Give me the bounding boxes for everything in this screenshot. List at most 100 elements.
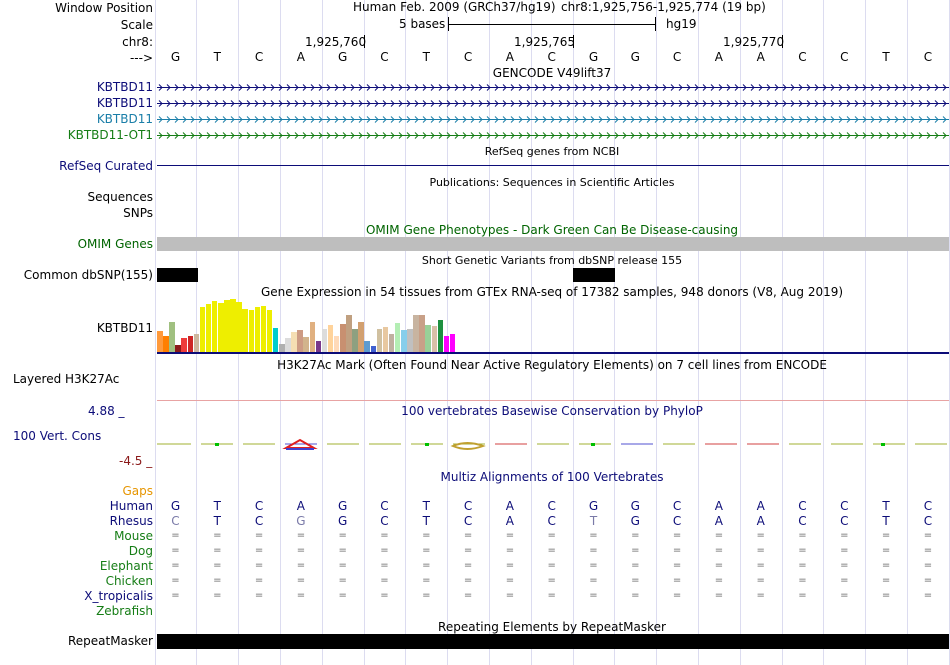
gtex-tissue-bar[interactable] xyxy=(211,301,218,352)
gtex-tissue-bar[interactable] xyxy=(388,334,395,352)
gtex-tissue-bar[interactable] xyxy=(199,307,206,352)
alignment-match: = xyxy=(171,560,180,571)
gtex-tissue-bar[interactable] xyxy=(394,323,401,352)
gtex-tissue-bar[interactable] xyxy=(321,329,328,352)
gtex-tissue-bar[interactable] xyxy=(443,336,450,352)
gtex-tissue-bar[interactable] xyxy=(254,307,261,352)
gtex-tissue-bar[interactable] xyxy=(248,310,254,352)
gtex-tissue-bar[interactable] xyxy=(157,331,163,352)
alignment-match: = xyxy=(589,575,598,586)
gtex-tissue-bar[interactable] xyxy=(340,324,346,352)
gtex-tissue-bar[interactable] xyxy=(285,338,291,352)
gtex-tissue-bar[interactable] xyxy=(413,315,419,352)
phylop-max: 4.88 _ xyxy=(88,404,125,418)
gtex-tissue-bar[interactable] xyxy=(193,334,200,352)
gtex-tissue-bar[interactable] xyxy=(407,329,413,352)
dbsnp-variant-1[interactable] xyxy=(157,268,198,282)
gtex-tissue-bar[interactable] xyxy=(260,306,267,352)
alignment-match: = xyxy=(547,530,556,541)
multiz-species-label[interactable]: X_tropicalis xyxy=(84,589,153,603)
rhesus-base: C xyxy=(547,514,556,528)
gtex-tissue-bar[interactable] xyxy=(163,336,169,352)
gtex-tissue-bar[interactable] xyxy=(401,330,407,352)
gtex-tissue-bar[interactable] xyxy=(425,325,431,352)
gencode-gene-label[interactable]: KBTBD11 xyxy=(96,80,153,94)
gtex-tissue-bar[interactable] xyxy=(370,346,376,352)
gtex-tissue-bar[interactable] xyxy=(224,300,230,352)
gtex-label[interactable]: KBTBD11 xyxy=(96,321,153,335)
gtex-tissue-bar[interactable] xyxy=(169,322,175,352)
gtex-tissue-bar[interactable] xyxy=(297,330,303,352)
alignment-match: = xyxy=(589,590,598,601)
alignment-match: = xyxy=(840,575,849,586)
multiz-species-label[interactable]: Elephant xyxy=(99,559,153,573)
phylop-min: -4.5 _ xyxy=(119,454,153,468)
gtex-tissue-bar[interactable] xyxy=(181,338,187,352)
human-base: C xyxy=(380,499,389,513)
multiz-species-label[interactable]: Mouse xyxy=(114,529,153,543)
gtex-tissue-bar[interactable] xyxy=(437,320,444,352)
gtex-tissue-bar[interactable] xyxy=(236,302,242,352)
gtex-tissue-bar[interactable] xyxy=(272,328,279,352)
gaps-label[interactable]: Gaps xyxy=(122,484,153,498)
gtex-tissue-bar[interactable] xyxy=(205,304,212,352)
h3k27ac-label[interactable]: Layered H3K27Ac xyxy=(13,372,120,386)
gencode-gene-line[interactable] xyxy=(157,83,949,92)
gencode-gene-line[interactable] xyxy=(157,99,949,108)
gtex-tissue-bar[interactable] xyxy=(315,341,322,352)
gtex-tissue-bar[interactable] xyxy=(352,329,358,352)
alignment-match: = xyxy=(338,530,347,541)
alignment-match: = xyxy=(463,590,473,601)
dbsnp-label[interactable]: Common dbSNP(155) xyxy=(23,268,153,282)
gtex-tissue-bar[interactable] xyxy=(431,326,437,352)
gtex-tissue-bar[interactable] xyxy=(327,325,334,352)
rhesus-base: C xyxy=(463,514,473,528)
publications-snps-label[interactable]: SNPs xyxy=(123,206,153,220)
alignment-match: = xyxy=(881,575,891,586)
refseq-label[interactable]: RefSeq Curated xyxy=(59,159,153,173)
gencode-gene-line[interactable] xyxy=(157,115,949,124)
gtex-tissue-bar[interactable] xyxy=(266,310,273,352)
gtex-tissue-bar[interactable] xyxy=(187,336,193,352)
gtex-tissue-bar[interactable] xyxy=(419,315,425,352)
multiz-species-label[interactable]: Zebrafish xyxy=(96,604,153,618)
multiz-species-label[interactable]: Rhesus xyxy=(109,514,153,528)
alignment-match: = xyxy=(296,530,306,541)
alignment-match: = xyxy=(756,560,765,571)
human-base: G xyxy=(338,499,348,513)
gtex-tissue-bar[interactable] xyxy=(382,327,389,352)
dbsnp-variant-2[interactable] xyxy=(573,268,615,282)
gtex-tissue-bar[interactable] xyxy=(279,344,285,352)
omim-bar[interactable] xyxy=(157,237,949,251)
multiz-species-label[interactable]: Human xyxy=(109,499,153,513)
gencode-gene-line[interactable] xyxy=(157,131,949,140)
gencode-gene-label[interactable]: KBTBD11-OT1 xyxy=(67,128,153,142)
gtex-tissue-bar[interactable] xyxy=(242,309,248,352)
multiz-species-label[interactable]: Chicken xyxy=(105,574,153,588)
gtex-tissue-bar[interactable] xyxy=(364,341,370,352)
omim-title: OMIM Gene Phenotypes - Dark Green Can Be… xyxy=(365,223,739,237)
gtex-tissue-bar[interactable] xyxy=(449,334,456,352)
sequence-base: C xyxy=(798,50,807,64)
gencode-gene-label[interactable]: KBTBD11 xyxy=(96,96,153,110)
gtex-tissue-bar[interactable] xyxy=(175,345,181,352)
rhesus-base: T xyxy=(882,514,890,528)
repeatmasker-bar[interactable] xyxy=(157,634,949,649)
multiz-species-label[interactable]: Dog xyxy=(128,544,153,558)
gencode-gene-label[interactable]: KBTBD11 xyxy=(96,112,153,126)
gtex-tissue-bar[interactable] xyxy=(333,336,340,352)
gtex-tissue-bar[interactable] xyxy=(230,299,236,352)
gtex-tissue-bar[interactable] xyxy=(309,322,315,352)
phylop-label[interactable]: 100 Vert. Cons xyxy=(13,429,102,443)
phylop-plot[interactable] xyxy=(157,436,949,456)
gtex-tissue-bar[interactable] xyxy=(358,322,364,352)
gtex-tissue-bar[interactable] xyxy=(218,303,224,352)
gtex-tissue-bar[interactable] xyxy=(346,315,352,352)
gtex-tissue-bar[interactable] xyxy=(376,329,383,352)
gtex-tissue-bar[interactable] xyxy=(291,332,297,352)
repeatmasker-label[interactable]: RepeatMasker xyxy=(67,634,153,648)
gtex-tissue-bar[interactable] xyxy=(303,337,309,352)
publications-sequences-label[interactable]: Sequences xyxy=(87,190,153,204)
coord-2: 1,925,765 xyxy=(514,35,576,49)
omim-label[interactable]: OMIM Genes xyxy=(77,237,153,251)
